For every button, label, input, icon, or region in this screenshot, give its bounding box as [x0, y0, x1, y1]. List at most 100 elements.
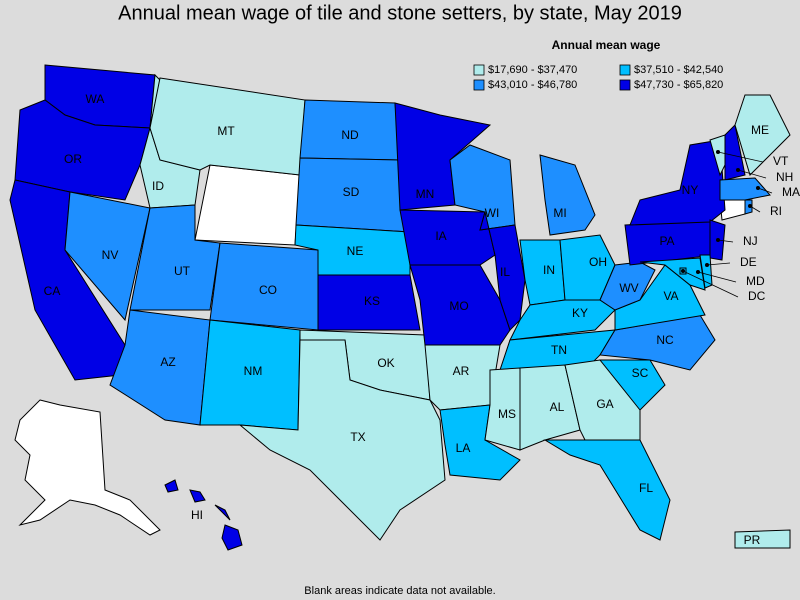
state-shape [409, 264, 511, 346]
state-label: NY [682, 183, 699, 197]
state-label: HI [191, 508, 203, 522]
state-shape [317, 274, 421, 331]
leader-line [717, 151, 764, 163]
leader-line [682, 270, 739, 298]
state-label: ND [341, 128, 359, 142]
leader-dot [716, 150, 720, 154]
state-shape-no-data [194, 164, 301, 246]
state-shape [189, 489, 206, 503]
state-label: ME [751, 123, 769, 137]
leader-line [717, 239, 734, 243]
map-title: Annual mean wage of tile and stone sette… [118, 2, 682, 24]
state-label: MI [553, 206, 566, 220]
state-shape [734, 529, 791, 549]
state-label: NM [244, 364, 263, 378]
state-shape [238, 339, 446, 541]
state-label: MA [782, 185, 800, 199]
state-shape [164, 479, 179, 493]
state-shape [64, 191, 151, 322]
state-shape [499, 329, 616, 371]
state-label: UT [174, 264, 191, 278]
state-label: TX [350, 430, 365, 444]
legend-label: $37,510 - $42,540 [634, 64, 723, 76]
state-shape [719, 177, 771, 201]
state-shape [543, 439, 671, 541]
legend-swatch [619, 79, 631, 91]
state-label: VT [773, 154, 789, 168]
state-shape [214, 504, 231, 521]
state-label: NC [656, 333, 674, 347]
state-shape [539, 154, 596, 236]
leader-line [737, 169, 767, 179]
state-label: ID [152, 179, 164, 193]
states [9, 64, 791, 551]
state-label: NV [102, 248, 119, 262]
state-label: CA [44, 284, 61, 298]
state-shape [639, 257, 706, 291]
state-label: IL [500, 265, 510, 279]
state-labels: WA OR CA NV ID MT UT CO AZ NM ND SD NE KS OK TX MN IA MO AR… [44, 92, 800, 547]
state-shape [599, 261, 656, 311]
leader-dot [748, 204, 752, 208]
state-shape [734, 94, 791, 176]
legend-label: $43,010 - $46,780 [488, 79, 577, 91]
state-label: DE [740, 255, 757, 269]
state-label: SD [343, 185, 360, 199]
legend-title: Annual mean wage [552, 38, 661, 52]
state-label: DC [748, 289, 766, 303]
state-label: WI [485, 206, 500, 220]
state-label: RI [770, 204, 782, 218]
state-label: SC [632, 366, 649, 380]
state-label: TN [551, 343, 567, 357]
state-label: NJ [743, 234, 758, 248]
legend-swatch [619, 64, 631, 76]
legend-swatch [473, 79, 485, 91]
state-label: KS [364, 294, 380, 308]
state-label: KY [572, 306, 588, 320]
state-shape [519, 364, 581, 451]
state-label: MN [416, 187, 435, 201]
state-label: IN [543, 263, 555, 277]
legend-swatch [473, 64, 485, 76]
state-label: FL [639, 481, 653, 495]
state-label: MO [449, 299, 468, 313]
state-shape [629, 139, 726, 226]
state-label: LA [456, 441, 471, 455]
state-shape-no-data [14, 399, 161, 536]
state-label: IA [435, 229, 446, 243]
footnote: Blank areas indicate data not available. [304, 585, 495, 597]
state-label: AR [453, 364, 470, 378]
state-label: MT [217, 124, 235, 138]
state-shape [221, 524, 243, 551]
leader-line [706, 262, 731, 266]
state-label: VA [663, 289, 678, 303]
state-label: CO [259, 283, 277, 297]
state-label: OR [64, 152, 82, 166]
leader-dot [681, 269, 685, 273]
state-label: MD [746, 274, 765, 288]
state-label: GA [596, 397, 613, 411]
state-label: MS [498, 407, 516, 421]
leader-dot [716, 238, 720, 242]
state-shape [484, 367, 521, 451]
leader-line [757, 187, 773, 194]
state-label: PR [744, 533, 761, 547]
leader-line [697, 271, 737, 283]
state-label: NE [347, 244, 364, 258]
leader-dot [705, 263, 709, 267]
leader-dot [756, 186, 760, 190]
leader-dot [736, 168, 740, 172]
legend-label: $17,690 - $37,470 [488, 64, 577, 76]
state-shape [598, 359, 666, 411]
state-shape [724, 123, 746, 181]
state-label: OH [589, 255, 607, 269]
state-label: NH [776, 170, 793, 184]
state-label: AL [550, 400, 565, 414]
state-label: WV [619, 281, 638, 295]
legend-label: $47,730 - $65,820 [634, 79, 723, 91]
state-label: PA [659, 234, 674, 248]
leader-dot [696, 270, 700, 274]
state-label: WA [86, 92, 105, 106]
state-label: OK [377, 356, 394, 370]
